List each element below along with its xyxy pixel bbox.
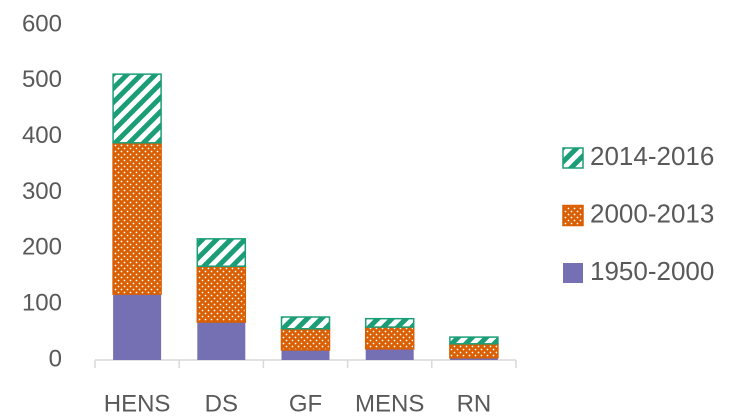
legend-swatch — [563, 263, 583, 283]
x-tick-label: GF — [289, 390, 322, 417]
y-tick-label: 100 — [22, 290, 62, 317]
y-tick-label: 200 — [22, 234, 62, 261]
y-tick-label: 0 — [49, 345, 62, 372]
bar-segment — [280, 316, 331, 330]
bar-segment — [112, 73, 162, 144]
bar-segment — [112, 142, 162, 295]
bar-segment — [280, 327, 331, 351]
bar-segment — [281, 349, 330, 360]
legend-label: 2014-2016 — [590, 141, 714, 171]
bar-segment — [449, 336, 499, 345]
legend-label: 1950-2000 — [590, 256, 714, 286]
bar-segment — [113, 294, 162, 360]
x-tick-label: HENS — [104, 390, 171, 417]
x-tick-label: RN — [457, 390, 492, 417]
y-tick-label: 500 — [22, 66, 62, 93]
bar-segment — [196, 238, 247, 267]
bar-segment — [449, 357, 498, 360]
bar-segment — [364, 317, 415, 328]
bar-segment — [364, 326, 415, 350]
bar-segment — [365, 348, 414, 360]
bar-segment — [197, 322, 246, 360]
bar-segment — [196, 265, 247, 323]
legend-label: 2000-2013 — [590, 198, 714, 228]
x-tick-label: MENS — [355, 390, 424, 417]
bar-segment — [449, 343, 499, 359]
y-tick-label: 600 — [22, 10, 62, 37]
legend-swatch — [562, 204, 584, 227]
y-tick-label: 300 — [22, 178, 62, 205]
x-tick-label: DS — [205, 390, 238, 417]
legend-swatch — [562, 147, 584, 169]
y-tick-label: 400 — [22, 122, 62, 149]
